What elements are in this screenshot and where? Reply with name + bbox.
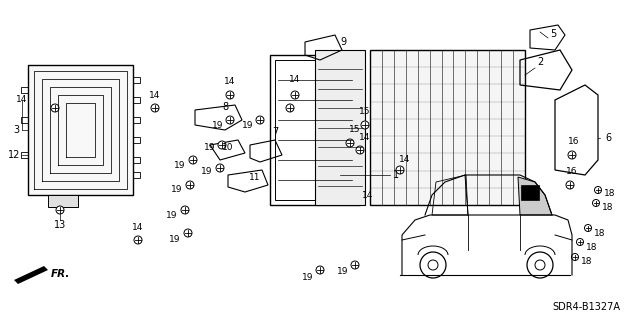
Text: 14: 14	[224, 78, 236, 86]
Text: 5: 5	[550, 29, 556, 39]
Circle shape	[181, 206, 189, 214]
Text: 19: 19	[169, 235, 180, 244]
Circle shape	[226, 91, 234, 99]
Circle shape	[51, 104, 59, 112]
Text: 18: 18	[586, 243, 598, 253]
Bar	[133, 137, 140, 143]
Circle shape	[134, 236, 142, 244]
Circle shape	[226, 116, 234, 124]
Circle shape	[356, 146, 364, 154]
Text: 12: 12	[8, 150, 20, 160]
Circle shape	[420, 252, 446, 278]
Text: 16: 16	[566, 167, 578, 176]
Text: 10: 10	[222, 144, 234, 152]
Circle shape	[577, 239, 584, 246]
Bar	[521, 185, 539, 200]
Text: 19: 19	[172, 186, 183, 195]
Text: 19: 19	[201, 167, 212, 176]
Text: 14: 14	[149, 92, 161, 100]
Bar	[133, 117, 140, 123]
Text: 6: 6	[605, 133, 611, 143]
Text: 11: 11	[249, 174, 260, 182]
Circle shape	[151, 104, 159, 112]
Bar	[270, 55, 360, 205]
Circle shape	[595, 187, 602, 194]
Text: 8: 8	[222, 102, 228, 112]
Text: 7: 7	[272, 127, 278, 137]
Circle shape	[566, 181, 574, 189]
Text: 9: 9	[340, 37, 346, 47]
Circle shape	[572, 254, 579, 261]
Circle shape	[396, 166, 404, 174]
Bar	[21, 152, 28, 158]
Text: 19: 19	[302, 273, 314, 283]
Bar	[133, 157, 140, 163]
Circle shape	[568, 151, 576, 159]
Circle shape	[189, 156, 197, 164]
Text: 15: 15	[359, 108, 371, 116]
Bar	[28, 65, 133, 195]
Text: 3: 3	[13, 125, 19, 135]
Bar	[133, 172, 140, 178]
Circle shape	[186, 181, 194, 189]
Circle shape	[256, 116, 264, 124]
Text: 19: 19	[243, 121, 253, 130]
Circle shape	[218, 141, 226, 149]
Text: 18: 18	[604, 189, 616, 198]
Text: 14: 14	[362, 190, 374, 199]
Circle shape	[346, 139, 354, 147]
Text: 13: 13	[54, 220, 66, 230]
Text: 19: 19	[166, 211, 178, 219]
Circle shape	[216, 164, 224, 172]
Circle shape	[316, 266, 324, 274]
Text: FR.: FR.	[51, 269, 70, 279]
Text: 14: 14	[132, 224, 144, 233]
Text: 19: 19	[337, 268, 349, 277]
Bar	[315, 50, 365, 205]
Text: 19: 19	[204, 144, 216, 152]
Circle shape	[351, 261, 359, 269]
Circle shape	[286, 104, 294, 112]
Bar	[21, 117, 28, 123]
Polygon shape	[518, 177, 552, 215]
Bar	[370, 50, 525, 205]
Bar	[133, 97, 140, 103]
Circle shape	[593, 199, 600, 206]
Bar	[21, 87, 28, 93]
Polygon shape	[14, 266, 48, 284]
Circle shape	[56, 206, 64, 214]
Circle shape	[527, 252, 553, 278]
Text: 18: 18	[581, 257, 593, 266]
Text: 18: 18	[595, 229, 605, 239]
Text: 14: 14	[399, 155, 411, 165]
Circle shape	[361, 121, 369, 129]
Circle shape	[184, 229, 192, 237]
Text: SDR4-B1327A: SDR4-B1327A	[552, 302, 620, 312]
Text: 19: 19	[174, 160, 186, 169]
Text: 16: 16	[568, 137, 580, 146]
Text: 14: 14	[16, 94, 28, 103]
Text: 2: 2	[537, 57, 543, 67]
Bar	[275, 60, 355, 200]
Bar	[48, 195, 78, 207]
Text: 1: 1	[393, 170, 399, 180]
Text: 15: 15	[349, 125, 361, 135]
Text: 14: 14	[359, 133, 371, 143]
Circle shape	[584, 225, 591, 232]
Text: 19: 19	[212, 121, 224, 130]
Bar	[133, 77, 140, 83]
Circle shape	[291, 91, 299, 99]
Text: 18: 18	[602, 203, 614, 211]
Text: 14: 14	[289, 76, 301, 85]
